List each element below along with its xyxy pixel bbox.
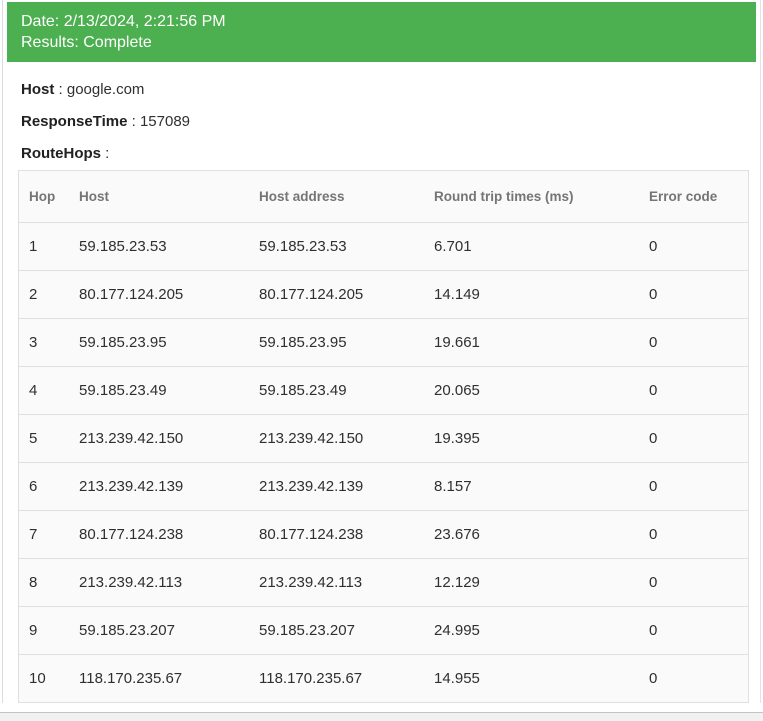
table-cell: 118.170.235.67 bbox=[249, 654, 424, 703]
results-panel: Date: 2/13/2024, 2:21:56 PM Results: Com… bbox=[2, 0, 761, 703]
column-header: Host bbox=[69, 170, 249, 223]
route-hops-line: RouteHops : bbox=[21, 145, 756, 163]
response-time-value: 157089 bbox=[139, 113, 191, 130]
table-cell: 0 bbox=[639, 414, 749, 463]
table-header-row: Hop Host Host address Round trip times (ms)… bbox=[18, 170, 749, 223]
column-header: Hop bbox=[18, 170, 69, 223]
table-cell: 0 bbox=[639, 318, 749, 367]
table-row: 10 118.170.235.67 118.170.235.67 14.955 0 bbox=[18, 654, 749, 703]
results-banner: Date: 2/13/2024, 2:21:56 PM Results: Com… bbox=[7, 2, 756, 62]
table-cell: 3 bbox=[18, 318, 69, 367]
table-cell: 80.177.124.238 bbox=[69, 510, 249, 559]
table-row: 5 213.239.42.150 213.239.42.150 19.395 0 bbox=[18, 414, 749, 463]
table-cell: 59.185.23.207 bbox=[69, 606, 249, 655]
table-cell: 118.170.235.67 bbox=[69, 654, 249, 703]
table-cell: 2 bbox=[18, 270, 69, 319]
response-time-separator: : bbox=[127, 113, 140, 130]
column-header: Round trip times (ms) bbox=[424, 170, 639, 223]
table-cell: 213.239.42.150 bbox=[69, 414, 249, 463]
table-row: 9 59.185.23.207 59.185.23.207 24.995 0 bbox=[18, 606, 749, 655]
table-cell: 6 bbox=[18, 462, 69, 511]
table-cell: 24.995 bbox=[424, 606, 639, 655]
banner-status: Results: Complete bbox=[21, 34, 152, 51]
table-row: 1 59.185.23.53 59.185.23.53 6.701 0 bbox=[18, 222, 749, 271]
table-cell: 80.177.124.205 bbox=[249, 270, 424, 319]
table-body: 1 59.185.23.53 59.185.23.53 6.701 0 2 80.177.1… bbox=[18, 222, 749, 703]
table-cell: 213.239.42.139 bbox=[69, 462, 249, 511]
host-value: google.com bbox=[66, 81, 145, 98]
table-cell: 59.185.23.207 bbox=[249, 606, 424, 655]
horizontal-scrollbar[interactable] bbox=[0, 712, 763, 721]
table-cell: 0 bbox=[639, 366, 749, 415]
table-cell: 0 bbox=[639, 558, 749, 607]
table-cell: 1 bbox=[18, 222, 69, 271]
table-cell: 80.177.124.205 bbox=[69, 270, 249, 319]
table-row: 6 213.239.42.139 213.239.42.139 8.157 0 bbox=[18, 462, 749, 511]
table-cell: 0 bbox=[639, 654, 749, 703]
table-cell: 4 bbox=[18, 366, 69, 415]
host-line: Host : google.com bbox=[21, 81, 756, 99]
column-header: Host address bbox=[249, 170, 424, 223]
table-cell: 14.149 bbox=[424, 270, 639, 319]
table-cell: 10 bbox=[18, 654, 69, 703]
table-cell: 59.185.23.53 bbox=[249, 222, 424, 271]
table-cell: 213.239.42.150 bbox=[249, 414, 424, 463]
table-cell: 0 bbox=[639, 606, 749, 655]
table-cell: 213.239.42.139 bbox=[249, 462, 424, 511]
route-hops-separator: : bbox=[101, 145, 110, 162]
table-cell: 59.185.23.49 bbox=[69, 366, 249, 415]
table-cell: 0 bbox=[639, 222, 749, 271]
table-cell: 213.239.42.113 bbox=[249, 558, 424, 607]
table-cell: 14.955 bbox=[424, 654, 639, 703]
table-cell: 8.157 bbox=[424, 462, 639, 511]
table-cell: 6.701 bbox=[424, 222, 639, 271]
table-row: 7 80.177.124.238 80.177.124.238 23.676 0 bbox=[18, 510, 749, 559]
table-row: 3 59.185.23.95 59.185.23.95 19.661 0 bbox=[18, 318, 749, 367]
column-header: Error code bbox=[639, 170, 749, 223]
table-cell: 0 bbox=[639, 270, 749, 319]
host-separator: : bbox=[54, 81, 67, 98]
table-cell: 213.239.42.113 bbox=[69, 558, 249, 607]
response-time-label: ResponseTime bbox=[21, 113, 128, 130]
table-cell: 19.395 bbox=[424, 414, 639, 463]
table-cell: 59.185.23.49 bbox=[249, 366, 424, 415]
table-row: 4 59.185.23.49 59.185.23.49 20.065 0 bbox=[18, 366, 749, 415]
response-time-line: ResponseTime : 157089 bbox=[21, 113, 756, 131]
route-hops-table: Hop Host Host address Round trip times (ms)… bbox=[18, 170, 749, 703]
table-cell: 59.185.23.95 bbox=[249, 318, 424, 367]
table-cell: 5 bbox=[18, 414, 69, 463]
host-label: Host bbox=[21, 81, 55, 98]
table-cell: 9 bbox=[18, 606, 69, 655]
banner-date: Date: 2/13/2024, 2:21:56 PM bbox=[21, 13, 226, 30]
table-cell: 7 bbox=[18, 510, 69, 559]
table-cell: 59.185.23.53 bbox=[69, 222, 249, 271]
table-cell: 12.129 bbox=[424, 558, 639, 607]
table-cell: 20.065 bbox=[424, 366, 639, 415]
table-row: 2 80.177.124.205 80.177.124.205 14.149 0 bbox=[18, 270, 749, 319]
table-cell: 80.177.124.238 bbox=[249, 510, 424, 559]
table-cell: 0 bbox=[639, 510, 749, 559]
table-cell: 59.185.23.95 bbox=[69, 318, 249, 367]
table-cell: 23.676 bbox=[424, 510, 639, 559]
table-cell: 0 bbox=[639, 462, 749, 511]
route-hops-label: RouteHops bbox=[21, 145, 101, 162]
table-cell: 8 bbox=[18, 558, 69, 607]
table-cell: 19.661 bbox=[424, 318, 639, 367]
table-row: 8 213.239.42.113 213.239.42.113 12.129 0 bbox=[18, 558, 749, 607]
